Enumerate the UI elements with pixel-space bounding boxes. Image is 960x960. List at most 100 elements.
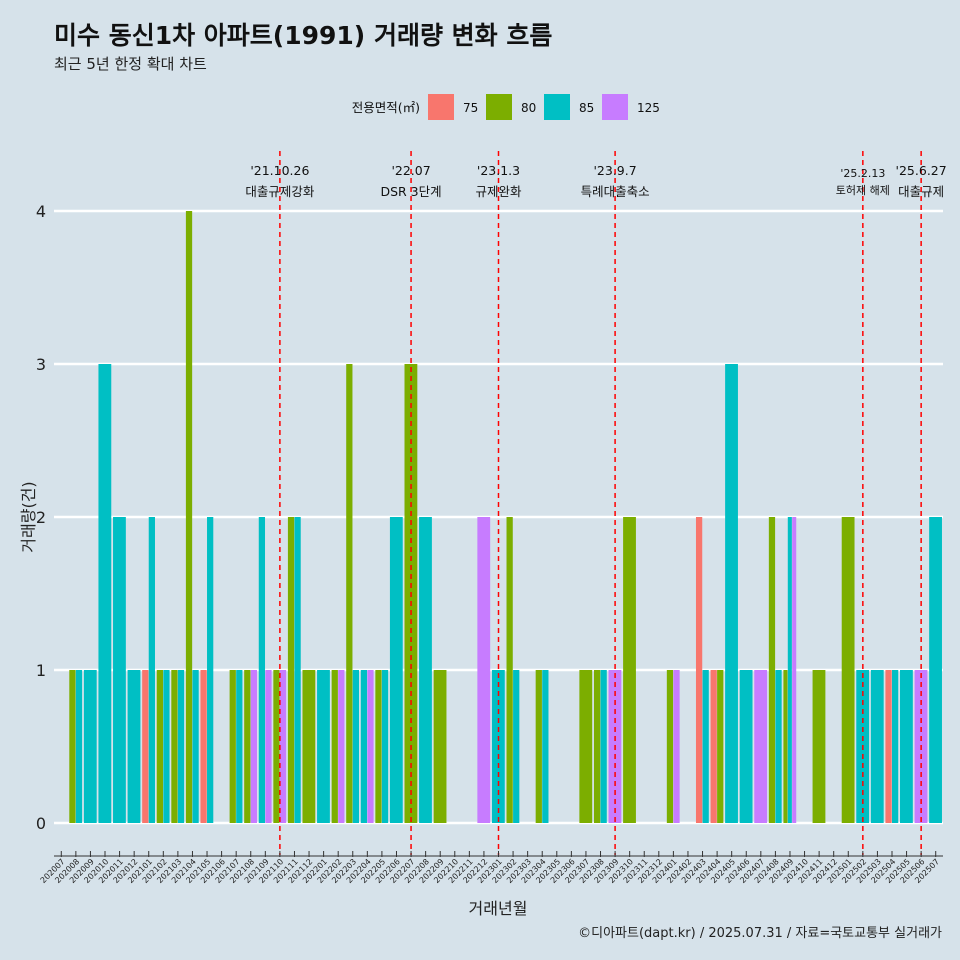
event-label: 대출규제 <box>898 184 944 199</box>
event-date-label: '23.1.3 <box>477 163 520 178</box>
event-label: 특례대출축소 <box>581 184 650 199</box>
bar-202010-85 <box>98 364 112 823</box>
legend-label-125: 125 <box>637 101 660 115</box>
bar-202107-85 <box>236 670 243 823</box>
bar-202201-85 <box>317 670 330 823</box>
bar-202104-80 <box>185 211 193 823</box>
legend-label-85: 85 <box>579 101 594 115</box>
chart-title: 미수 동신1차 아파트(1991) 거래량 변화 흐름 <box>54 21 553 50</box>
bar-202504-85 <box>891 670 899 823</box>
bar-202504-75 <box>885 670 892 823</box>
legend: 전용면적(㎡) 75 80 85 125 <box>352 94 660 120</box>
bar-202108-80 <box>244 670 251 823</box>
bar-202109-125 <box>265 670 272 823</box>
bar-202404-80 <box>717 670 724 823</box>
event-date-label: '23.9.7 <box>593 163 636 178</box>
bar-202204-85 <box>360 670 368 823</box>
bar-202308-85 <box>600 670 607 823</box>
bar-202107-80 <box>229 670 236 823</box>
x-axis: 2020072020082020092020102020112020122021… <box>39 851 943 918</box>
legend-label-75: 75 <box>463 101 478 115</box>
bar-202206-85 <box>389 517 403 823</box>
bar-202411-80 <box>812 670 826 823</box>
bar-202008-80 <box>69 670 76 823</box>
bar-202011-85 <box>113 517 126 823</box>
bar-202409-125 <box>792 517 797 823</box>
bar-202111-85 <box>294 517 301 823</box>
bar-202304-85 <box>542 670 549 823</box>
y-axis: 0 1 2 3 4 거래량(건) <box>19 202 46 833</box>
bar-202503-85 <box>870 670 884 823</box>
x-axis-title: 거래년월 <box>469 899 528 918</box>
bar-202405-85 <box>725 364 738 823</box>
event-markers: '21.10.26 대출규제강화 '22.07 DSR 3단계 '23.1.3 규제완화 '… <box>245 151 947 855</box>
event-label: DSR 3단계 <box>380 184 441 199</box>
legend-swatch-80 <box>486 94 512 120</box>
chart-subtitle: 최근 5년 한정 확대 차트 <box>54 55 207 73</box>
bar-202403-85 <box>702 670 709 823</box>
y-tick-label: 1 <box>36 661 46 680</box>
bars <box>69 211 942 823</box>
event-date-label: '22.07 <box>391 163 430 178</box>
y-tick-label: 2 <box>36 508 46 527</box>
bar-202205-85 <box>381 670 389 823</box>
bar-202111-80 <box>287 517 295 823</box>
bar-202507-85 <box>929 517 942 823</box>
y-tick-label: 3 <box>36 355 46 374</box>
bar-202310-80 <box>623 517 636 823</box>
bar-202110-80 <box>273 670 280 823</box>
bar-202302-85 <box>513 670 520 823</box>
bar-202403-75 <box>695 517 703 823</box>
bar-202409-80 <box>783 670 788 823</box>
event-label: 대출규제강화 <box>245 184 315 199</box>
bar-202104-85 <box>192 670 199 823</box>
bar-202401-80 <box>666 670 674 823</box>
bar-202202-125 <box>338 670 345 823</box>
bar-202409-85 <box>787 517 792 823</box>
event-label: 토허제 해제 <box>836 183 890 197</box>
bar-202212-125 <box>477 517 491 823</box>
legend-swatch-85 <box>544 94 570 120</box>
bar-202209-80 <box>433 670 447 823</box>
y-tick-label: 4 <box>36 202 46 221</box>
source-caption: ©디아파트(dapt.kr) / 2025.07.31 / 자료=국토교통부 실… <box>578 926 942 941</box>
bar-202208-85 <box>419 517 432 823</box>
bar-202105-85 <box>207 517 214 823</box>
bar-202501-80 <box>841 517 855 823</box>
bar-202101-75 <box>142 670 149 823</box>
bar-202308-80 <box>593 670 601 823</box>
y-tick-label: 0 <box>36 814 46 833</box>
event-label: 규제완화 <box>475 184 522 199</box>
bar-202012-85 <box>127 670 141 823</box>
y-axis-title: 거래량(건) <box>19 481 38 552</box>
bar-202103-80 <box>171 670 178 823</box>
bar-202009-85 <box>83 670 97 823</box>
event-date-label: '21.10.26 <box>250 163 309 178</box>
bar-202103-85 <box>177 670 185 823</box>
bar-202109-85 <box>258 517 266 823</box>
event-date-label: '25.2.13 <box>840 167 885 180</box>
event-date-label: '25.6.27 <box>896 163 947 178</box>
bar-202102-80 <box>156 670 164 823</box>
bar-202203-80 <box>346 364 353 823</box>
legend-title: 전용면적(㎡) <box>352 100 420 115</box>
bar-202108-125 <box>250 670 258 823</box>
bar-202110-125 <box>279 670 287 823</box>
legend-label-80: 80 <box>521 101 536 115</box>
bar-202105-75 <box>200 670 207 823</box>
bar-202101-85 <box>148 517 155 823</box>
bar-202204-125 <box>367 670 374 823</box>
bar-202112-80 <box>302 670 316 823</box>
bar-202202-80 <box>331 670 338 823</box>
bar-202407-125 <box>754 670 768 823</box>
bar-202102-85 <box>163 670 170 823</box>
bar-202408-85 <box>775 670 782 823</box>
bar-202406-85 <box>739 670 753 823</box>
bar-202404-75 <box>710 670 717 823</box>
bar-202302-80 <box>506 517 513 823</box>
bar-202505-85 <box>900 670 913 823</box>
bar-202304-80 <box>535 670 542 823</box>
bar-202008-85 <box>75 670 83 823</box>
bar-202408-80 <box>768 517 776 823</box>
